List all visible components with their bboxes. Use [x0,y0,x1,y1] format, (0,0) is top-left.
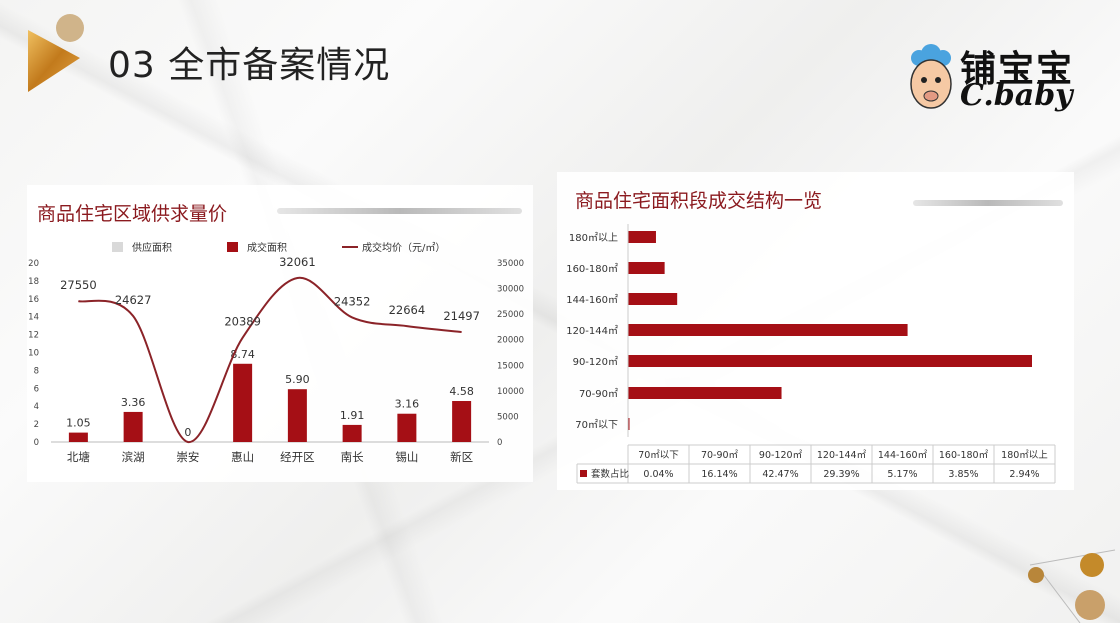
y-left-tick-label: 12 [28,331,39,341]
line-data-label: 24627 [115,293,152,307]
x-tick-label: 崇安 [176,450,199,464]
y-right-tick-label: 20000 [497,336,524,346]
y-tick-label: 90-120㎡ [573,356,618,368]
y-tick-label: 160-180㎡ [566,263,618,275]
hbar-share [628,387,782,399]
table-header-cell: 120-144㎡ [817,450,867,461]
brand-logo: 铺宝宝 C.baby [905,40,1085,116]
right-chart-title: 商品住宅面积段成交结构一览 [575,190,823,212]
bar-deal-area [68,432,88,442]
hbar-share [628,324,908,336]
y-left-tick-label: 16 [28,295,39,305]
y-left-tick-label: 0 [34,438,39,448]
y-tick-label: 144-160㎡ [566,294,618,306]
table-header-cell: 70㎡以下 [638,450,679,461]
bar-deal-area [342,424,362,442]
y-left-tick-label: 20 [28,259,39,269]
bar-deal-area [287,389,307,442]
table-value-cell: 3.85% [948,469,978,480]
hbar-share [628,231,656,243]
left-chart-title: 商品住宅区域供求量价 [37,203,228,225]
legend-item: 成交面积 [247,241,287,254]
x-tick-label: 惠山 [231,450,254,464]
bar-data-label: 3.16 [395,398,420,411]
price-line [78,277,462,443]
hbar-share [628,293,678,305]
legend-item: 成交均价（元/㎡） [362,241,445,254]
x-tick-label: 北塘 [67,450,90,464]
y-right-tick-label: 5000 [497,412,519,422]
table-value-cell: 5.17% [887,469,917,480]
y-right-tick-label: 25000 [497,310,524,320]
table-value-cell: 42.47% [762,469,798,480]
bar-data-label: 1.05 [66,417,91,430]
bar-deal-area [397,413,417,442]
title-deco-bar [913,200,1063,206]
table-header-cell: 180㎡以上 [1001,450,1048,461]
table-header-cell: 160-180㎡ [939,450,989,461]
line-data-label: 22664 [389,303,426,317]
table-value-cell: 29.39% [823,469,859,480]
bar-data-label: 1.91 [340,409,365,422]
y-right-tick-label: 0 [497,438,502,448]
line-data-label: 32061 [279,255,316,269]
hbar-share [628,418,630,430]
x-tick-label: 锡山 [395,450,418,464]
line-data-label: 20389 [224,315,261,329]
y-tick-label: 70-90㎡ [579,388,618,400]
table-row-label: 套数占比 [591,468,629,480]
y-right-tick-label: 15000 [497,361,524,371]
table-value-cell: 16.14% [701,469,737,480]
gold-dots-decoration-icon [1028,549,1116,623]
y-left-tick-label: 18 [28,277,39,287]
table-legend-swatch [580,470,587,477]
y-left-tick-label: 14 [28,313,39,323]
y-tick-label: 70㎡以下 [575,419,618,431]
title-deco-bar [277,208,522,214]
table-value-cell: 2.94% [1009,469,1039,480]
hbar-share [628,262,665,274]
page-title: 03 全市备案情况 [108,45,391,86]
y-right-tick-label: 10000 [497,387,524,397]
legend-swatch [227,242,238,252]
y-tick-label: 180㎡以上 [569,232,618,244]
bar-deal-area [123,411,143,442]
brand-name-cn: 铺宝宝 [960,49,1075,90]
area-structure-chart: 70㎡以下 70-90㎡ 90-120㎡ 120-144㎡ 144-160㎡ 160-18… [566,224,1056,484]
table-header-cell: 144-160㎡ [878,450,928,461]
y-left-tick-label: 4 [34,402,39,412]
y-left-tick-label: 10 [28,349,39,359]
table-header-cell: 90-120㎡ [759,450,803,461]
gold-triangle-logo-icon [28,14,84,92]
area-structure-panel: 商品住宅面积段成交结构一览 70㎡以下 70-90㎡ 90-120㎡ 120-144㎡… [557,172,1074,490]
line-data-label: 21497 [443,309,480,323]
brand-name-en: C.baby [960,78,1073,113]
x-tick-label: 经开区 [280,450,315,464]
bar-deal-area [452,401,472,442]
y-left-tick-label: 2 [34,420,39,430]
y-left-tick-label: 6 [34,384,39,394]
table-header-cell: 70-90㎡ [701,450,739,461]
bar-data-label: 3.36 [121,396,146,409]
bar-data-label: 4.58 [449,385,474,398]
line-data-label: 24352 [334,294,371,308]
y-left-tick-label: 8 [34,366,39,376]
legend-swatch [112,242,123,252]
y-right-tick-label: 35000 [497,259,524,269]
hbar-share [628,355,1032,367]
x-tick-label: 南长 [341,450,364,464]
legend-item: 供应面积 [132,241,172,254]
bar-data-label: 5.90 [285,373,310,386]
line-data-label: 27550 [60,278,97,292]
bar-data-label: 0 [184,426,191,439]
supply-demand-chart: 供应面积 成交面积 成交均价（元/㎡） 0 2 4 6 8 10 12 14 16 18 20 0 5000 1… [28,241,524,464]
y-tick-label: 120-144㎡ [566,325,618,337]
bar-deal-area [233,363,253,442]
mascot-icon [910,44,952,109]
supply-demand-panel: 商品住宅区域供求量价 供应面积 成交面积 成交均价（元/㎡） 0 2 4 6 8 10 12 14 1… [27,185,533,482]
y-right-tick-label: 30000 [497,285,524,295]
x-tick-label: 新区 [450,450,473,464]
table-value-cell: 0.04% [643,469,673,480]
x-tick-label: 滨湖 [122,450,145,464]
